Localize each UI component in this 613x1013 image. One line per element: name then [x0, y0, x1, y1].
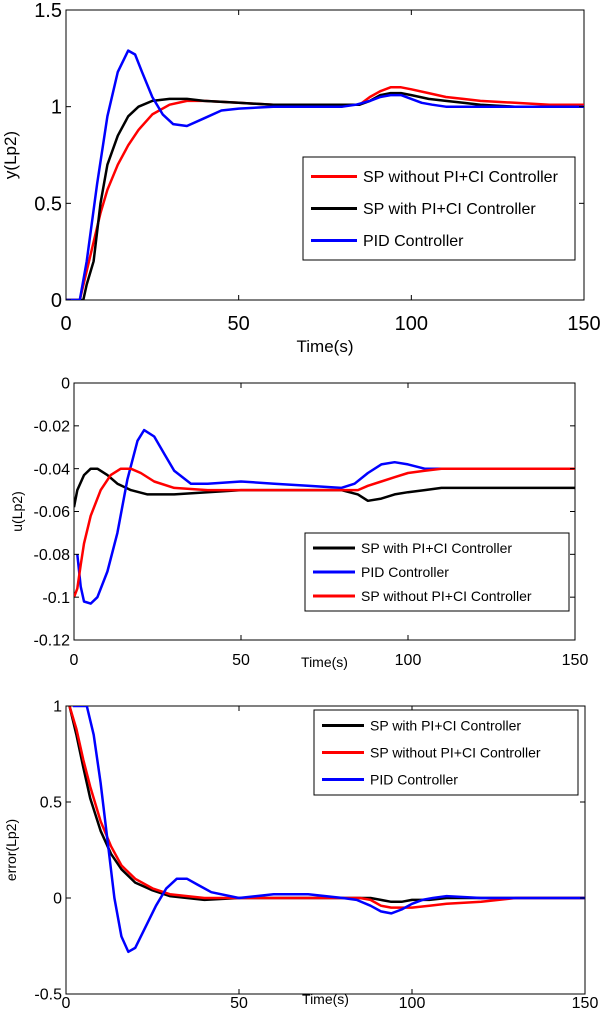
x-tick-label: 150: [567, 313, 600, 335]
x-tick-label: 50: [232, 652, 250, 669]
series-group: [74, 428, 575, 605]
y-tick-label: -0.12: [34, 633, 71, 650]
y-axis-label: u(Lp2): [9, 491, 25, 531]
y-tick-label: 0: [51, 290, 62, 312]
legend-label: SP with PI+CI Controller: [370, 717, 521, 733]
y-tick-label: -0.04: [34, 461, 71, 478]
legend-label: PID Controller: [361, 564, 449, 580]
series-line-3: [66, 49, 584, 300]
legend-label: PID Controller: [363, 233, 464, 250]
series-line-3: [72, 706, 585, 954]
series-line-2: [76, 428, 575, 605]
legend-label: PID Controller: [370, 771, 458, 787]
y-tick-label: 0: [53, 891, 62, 908]
legend: SP without PI+CI Controller SP with PI+CI…: [302, 156, 576, 261]
y-tick-label: 1: [53, 699, 62, 716]
y-axis-label: y(Lp2): [1, 131, 20, 179]
x-tick-label: 100: [395, 652, 422, 669]
y-axis-label: error(Lp2): [3, 819, 19, 881]
legend-label: SP with PI+CI Controller: [361, 540, 512, 556]
y-tick-label: 0.5: [34, 193, 62, 215]
series-line-2: [66, 91, 584, 300]
legend: SP with PI+CI Controller SP without PI+CI…: [313, 709, 579, 796]
y-tick-label: 0.5: [40, 795, 62, 812]
x-tick-label: 50: [228, 313, 250, 335]
x-axis-label: Time(s): [301, 654, 348, 670]
y-tick-label: -0.02: [34, 418, 71, 435]
y-tick-label: -0.08: [34, 547, 71, 564]
x-tick-label: 150: [562, 652, 589, 669]
y-tick-label: 1.5: [34, 0, 62, 22]
series-group: [68, 706, 585, 954]
x-tick-label: 0: [62, 995, 71, 1012]
x-tick-label: 100: [399, 995, 426, 1012]
x-tick-label: 100: [395, 313, 428, 335]
chart-panel-2: 0 50 100 150 -0.12 -0.1 -0.08 -0.06 -0.04 -0.02 0 T…: [9, 376, 588, 670]
legend-label: SP without PI+CI Controller: [361, 588, 532, 604]
x-tick-label: 0: [70, 652, 79, 669]
x-axis-label: Time(s): [302, 991, 349, 1007]
legend-label: SP with PI+CI Controller: [363, 201, 536, 218]
y-tick-label: -0.5: [34, 987, 62, 1004]
legend-label: SP without PI+CI Controller: [363, 169, 559, 186]
y-tick-label: 0: [61, 376, 70, 393]
y-tick-label: 1: [51, 97, 62, 119]
y-tick-label: -0.06: [34, 504, 71, 521]
legend: SP with PI+CI Controller PID Controller SP…: [304, 532, 570, 612]
x-axis-label: Time(s): [297, 337, 354, 356]
x-tick-label: 150: [572, 995, 599, 1012]
series-group: [66, 49, 584, 300]
legend-label: SP without PI+CI Controller: [370, 744, 541, 760]
x-tick-label: 50: [230, 995, 248, 1012]
y-tick-label: -0.1: [42, 590, 70, 607]
series-line-3: [74, 467, 575, 598]
chart-panel-1: 0 50 100 150 0 0.5 1 1.5 Time(s) y(Lp2) SP without…: [1, 0, 601, 356]
x-tick-label: 0: [60, 313, 71, 335]
